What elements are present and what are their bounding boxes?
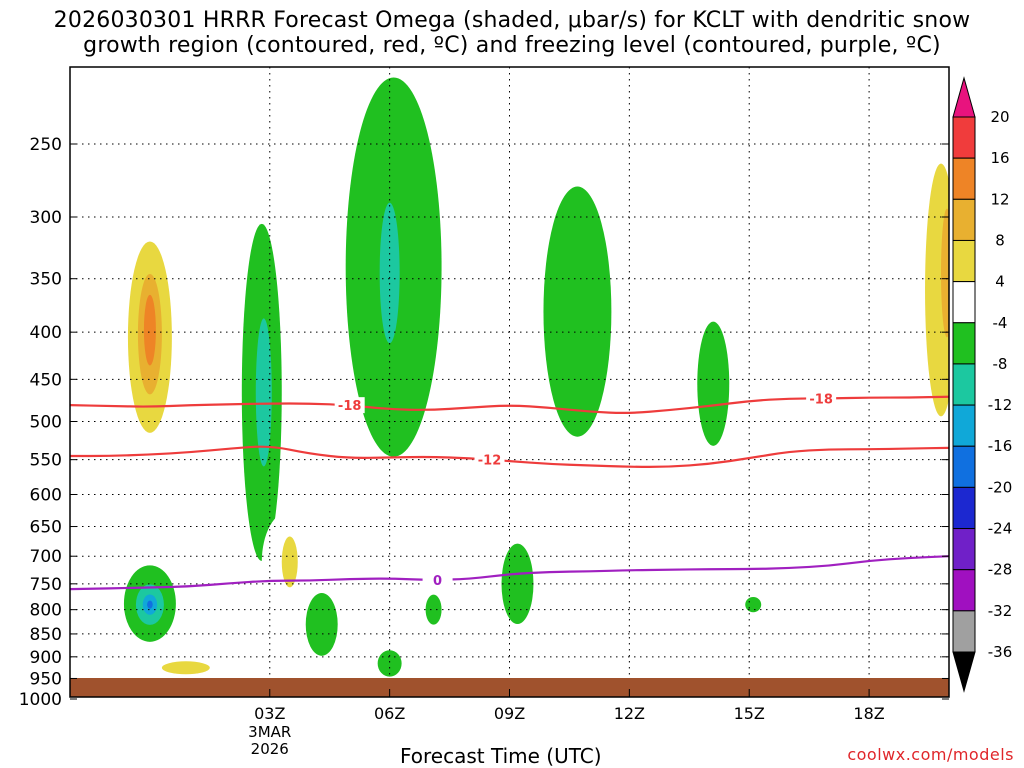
x-tick-sublabel-0: 3MAR (248, 723, 291, 741)
x-tick-sublabel-1: 2026 (251, 740, 289, 758)
y-tick-label-600: 600 (30, 485, 62, 505)
omega-region-15 (925, 163, 949, 417)
x-tick-label-12Z: 12Z (614, 704, 645, 723)
y-tick-label-800: 800 (30, 601, 62, 621)
colorbar-bottom-arrow (952, 651, 976, 693)
colorbar-label-8: 8 (995, 231, 1005, 249)
x-tick-label-06Z: 06Z (374, 704, 405, 723)
colorbar-swatch-3 (952, 239, 976, 283)
y-tick-label-1000: 1000 (19, 690, 62, 710)
omega-region-9 (379, 202, 400, 344)
colorbar-label--20: -20 (988, 478, 1013, 496)
contour-label--18-1: -18 (809, 392, 833, 407)
omega-region-7 (461, 96, 478, 208)
x-tick-label-03Z: 03Z (254, 704, 285, 723)
colorbar-label--12: -12 (988, 396, 1013, 414)
colorbar-label--36: -36 (988, 643, 1013, 661)
x-tick-label-09Z: 09Z (494, 704, 525, 723)
y-tick-label-400: 400 (30, 323, 62, 343)
colorbar-swatch-8 (952, 445, 976, 488)
contour-label--12-0: -12 (478, 454, 502, 469)
colorbar-swatch-11 (952, 569, 976, 612)
colorbar-swatch-6 (952, 363, 976, 406)
omega-region-31 (745, 597, 762, 613)
y-tick-label-300: 300 (30, 208, 62, 228)
omega-region-32 (701, 643, 718, 657)
y-tick-label-750: 750 (30, 575, 62, 595)
x-tick-label-18Z: 18Z (853, 704, 884, 723)
colorbar-label-16: 16 (990, 149, 1009, 167)
y-tick-label-850: 850 (30, 625, 62, 645)
contour-label--18-0: -18 (338, 399, 362, 414)
contour-label-bg--12-0 (474, 451, 505, 468)
omega-region-16 (941, 208, 949, 338)
omega-region-19 (359, 502, 400, 569)
colorbar-swatch-5 (952, 322, 976, 365)
site-credit: coolwx.com/models (847, 745, 1014, 764)
colorbar-swatch-4 (952, 281, 976, 324)
colorbar-label-20: 20 (990, 108, 1009, 126)
x-tick-label-15Z: 15Z (734, 704, 765, 723)
y-tick-label-900: 900 (30, 648, 62, 668)
omega-region-24 (305, 592, 338, 656)
colorbar-swatch-1 (952, 157, 976, 200)
omega-region-12 (697, 321, 730, 446)
colorbar-label-12: 12 (990, 190, 1009, 208)
chart-title-line-2: growth region (contoured, red, ºC) and f… (83, 33, 941, 58)
colorbar: 20 16 12 8 4 -4 -8 -12 -16 -20 -24 -28 -32 -36 (952, 76, 1013, 693)
colorbar-label--4: -4 (993, 314, 1008, 332)
omega-region-30 (705, 506, 746, 589)
omega-region-6 (307, 335, 316, 433)
ground-below-1000hpa (70, 678, 949, 697)
colorbar-label--24: -24 (988, 520, 1013, 538)
colorbar-top-arrow (952, 76, 976, 118)
contour-label-bg-0-0 (422, 571, 453, 588)
omega-region-18 (281, 536, 298, 588)
colorbar-swatch-12 (952, 610, 976, 653)
x-axis-label: Forecast Time (UTC) (400, 744, 602, 768)
colorbar-label--32: -32 (988, 602, 1013, 620)
omega-region-23 (147, 600, 153, 609)
y-tick-label-450: 450 (30, 370, 62, 390)
omega-region-26 (501, 543, 534, 624)
colorbar-label-4: 4 (995, 273, 1005, 291)
colorbar-label--28: -28 (988, 561, 1013, 579)
y-tick-label-500: 500 (30, 413, 62, 433)
y-tick-label-250: 250 (30, 135, 62, 155)
colorbar-label--16: -16 (988, 437, 1013, 455)
y-tick-label-700: 700 (30, 547, 62, 567)
contour-line--18 (70, 395, 949, 414)
colorbar-label--8: -8 (993, 355, 1008, 373)
y-tick-label-650: 650 (30, 518, 62, 538)
contour-label-bg--18-1 (806, 390, 837, 407)
omega-region-25 (425, 594, 442, 625)
chart-title-line-1: 2026030301 HRRR Forecast Omega (shaded, … (53, 8, 971, 33)
omega-region-29 (161, 661, 210, 675)
y-tick-label-550: 550 (30, 451, 62, 471)
contour-line-0 (70, 555, 949, 591)
colorbar-swatch-7 (952, 404, 976, 447)
omega-region-13 (767, 251, 836, 471)
omega-region-27 (377, 650, 402, 677)
contour-label-bg--18-0 (334, 397, 365, 414)
y-tick-label-350: 350 (30, 270, 62, 290)
contour-label-0-0: 0 (433, 574, 442, 589)
colorbar-swatch-0 (952, 116, 976, 159)
colorbar-swatch-10 (952, 528, 976, 571)
omega-region-5 (255, 318, 272, 467)
y-tick-label-950: 950 (30, 669, 62, 689)
colorbar-swatch-9 (952, 486, 976, 530)
omega-region-3 (143, 294, 156, 366)
colorbar-swatch-2 (952, 198, 976, 241)
omega-region-10 (543, 186, 612, 437)
